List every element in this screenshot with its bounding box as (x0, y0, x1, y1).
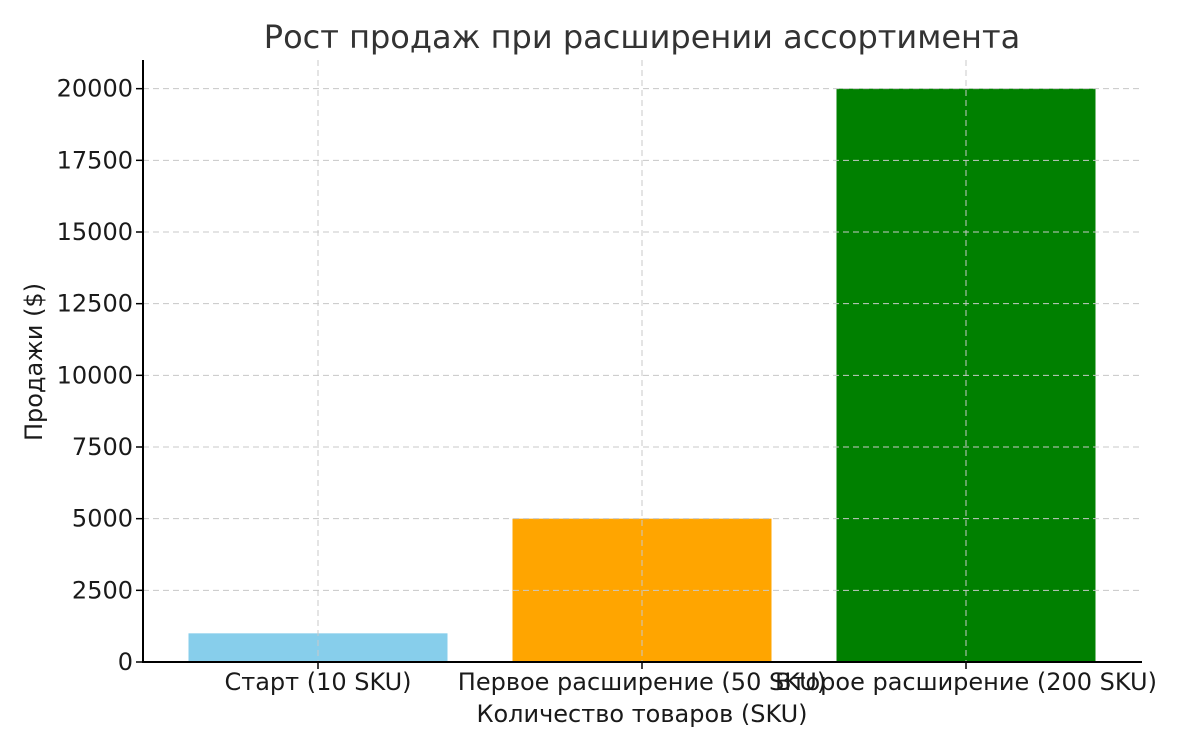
y-ticks: 0 2500 5000 7500 10000 12500 15000 17500 20000 (57, 75, 143, 676)
y-tick-label: 15000 (57, 218, 133, 246)
x-tick-label: Второе расширение (200 SKU) (775, 668, 1157, 696)
bar (188, 633, 448, 662)
y-tick-label: 20000 (57, 75, 133, 103)
x-ticks: Старт (10 SKU) Первое расширение (50 SKU)… (224, 662, 1157, 696)
x-tick-label: Первое расширение (50 SKU) (458, 668, 826, 696)
y-tick-label: 2500 (72, 576, 133, 604)
y-tick-label: 10000 (57, 361, 133, 389)
y-tick-label: 12500 (57, 290, 133, 318)
x-axis-label: Количество товаров (SKU) (476, 700, 807, 728)
y-tick-label: 5000 (72, 505, 133, 533)
y-tick-label: 0 (118, 648, 133, 676)
y-tick-label: 7500 (72, 433, 133, 461)
chart-title: Рост продаж при расширении ассортимента (264, 18, 1020, 56)
y-axis-label: Продажи ($) (20, 283, 48, 441)
grid (143, 60, 1142, 663)
y-tick-label: 17500 (57, 146, 133, 174)
x-tick-label: Старт (10 SKU) (224, 668, 411, 696)
